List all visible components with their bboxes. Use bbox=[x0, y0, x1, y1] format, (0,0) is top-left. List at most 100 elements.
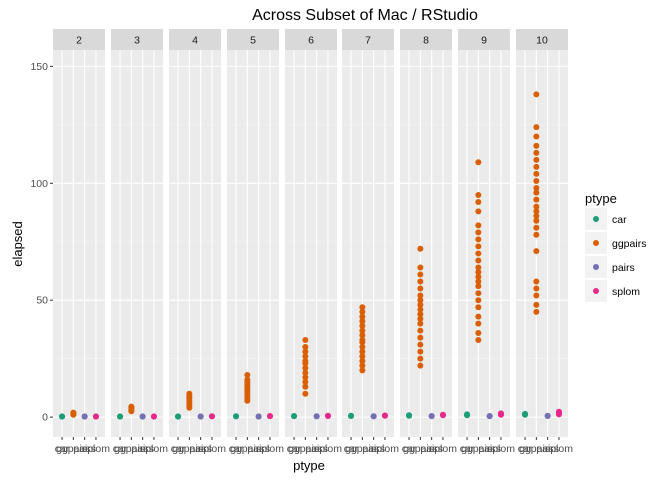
panel-background bbox=[400, 50, 452, 437]
facet-strip-label: 8 bbox=[423, 35, 429, 47]
data-point-ggpairs bbox=[475, 229, 482, 236]
facet-strip bbox=[342, 29, 394, 50]
x-tick-label: pairs bbox=[73, 443, 96, 455]
data-point-ggpairs bbox=[533, 133, 540, 140]
data-point-ggpairs bbox=[475, 320, 482, 327]
data-point-car bbox=[406, 412, 413, 419]
data-point-ggpairs bbox=[302, 369, 309, 376]
panel-background bbox=[342, 50, 394, 437]
data-point-ggpairs bbox=[302, 379, 309, 386]
legend-title: ptype bbox=[585, 191, 617, 206]
data-point-car bbox=[117, 413, 124, 420]
facet-strip bbox=[458, 29, 510, 50]
panel-background bbox=[53, 50, 105, 437]
data-point-car bbox=[291, 412, 298, 419]
data-point-ggpairs bbox=[302, 374, 309, 381]
data-point-ggpairs bbox=[533, 184, 540, 191]
data-point-ggpairs bbox=[70, 409, 77, 416]
x-tick-label: pairs bbox=[305, 443, 328, 455]
facet-strip bbox=[516, 29, 568, 50]
data-point-ggpairs bbox=[475, 269, 482, 276]
data-point-ggpairs bbox=[533, 213, 540, 220]
facet-strip-label: 3 bbox=[134, 35, 140, 47]
legend-label: car bbox=[612, 214, 627, 226]
x-tick-label: splom bbox=[314, 443, 342, 455]
data-point-ggpairs bbox=[302, 343, 309, 350]
data-point-car bbox=[233, 413, 240, 420]
facet-strip-label: 4 bbox=[192, 35, 198, 47]
data-point-ggpairs bbox=[359, 353, 366, 360]
data-point-ggpairs bbox=[302, 336, 309, 343]
data-point-ggpairs bbox=[475, 236, 482, 243]
data-point-ggpairs bbox=[359, 318, 366, 325]
data-point-ggpairs bbox=[417, 306, 424, 313]
data-point-splom bbox=[208, 413, 215, 420]
legend-marker bbox=[593, 288, 599, 294]
data-point-pairs bbox=[139, 413, 146, 420]
data-point-ggpairs bbox=[533, 156, 540, 163]
facet-strip bbox=[169, 29, 221, 50]
data-point-ggpairs bbox=[417, 271, 424, 278]
data-point-car bbox=[175, 413, 182, 420]
plot-title: Across Subset of Mac / RStudio bbox=[252, 7, 478, 24]
data-point-ggpairs bbox=[417, 362, 424, 369]
data-point-ggpairs bbox=[417, 355, 424, 362]
data-point-ggpairs bbox=[533, 208, 540, 215]
legend-item-car: car bbox=[585, 208, 627, 230]
data-point-pairs bbox=[313, 413, 320, 420]
x-tick-label: splom bbox=[545, 443, 573, 455]
facet-strip-label: 7 bbox=[365, 35, 371, 47]
data-point-ggpairs bbox=[533, 285, 540, 292]
x-tick-label: car bbox=[287, 443, 302, 455]
legend-label: pairs bbox=[612, 262, 635, 274]
data-point-ggpairs bbox=[475, 222, 482, 229]
data-point-ggpairs bbox=[302, 348, 309, 355]
x-tick-label: ggpairs bbox=[172, 443, 206, 455]
data-point-ggpairs bbox=[533, 124, 540, 131]
data-point-ggpairs bbox=[417, 334, 424, 341]
x-tick-label: splom bbox=[487, 443, 515, 455]
data-point-ggpairs bbox=[533, 231, 540, 238]
data-point-splom bbox=[381, 412, 388, 419]
y-tick-label: 0 bbox=[42, 412, 48, 424]
panel-background bbox=[227, 50, 279, 437]
x-tick-label: ggpairs bbox=[403, 443, 437, 455]
data-point-ggpairs bbox=[533, 308, 540, 315]
data-point-ggpairs bbox=[475, 250, 482, 257]
data-point-ggpairs bbox=[475, 191, 482, 198]
data-point-ggpairs bbox=[359, 327, 366, 334]
data-point-pairs bbox=[370, 413, 377, 420]
panel-background bbox=[516, 50, 568, 437]
x-tick-label: ggpairs bbox=[288, 443, 322, 455]
data-point-ggpairs bbox=[475, 313, 482, 320]
x-tick-label: pairs bbox=[362, 443, 385, 455]
x-tick-label: pairs bbox=[478, 443, 501, 455]
data-point-ggpairs bbox=[359, 322, 366, 329]
x-tick-label: splom bbox=[429, 443, 457, 455]
legend-label: ggpairs bbox=[612, 238, 646, 250]
data-point-splom bbox=[150, 413, 157, 420]
y-tick-label: 150 bbox=[30, 61, 48, 73]
data-point-ggpairs bbox=[417, 348, 424, 355]
data-point-ggpairs bbox=[302, 383, 309, 390]
data-point-ggpairs bbox=[417, 320, 424, 327]
y-axis-title: elapsed bbox=[10, 221, 25, 267]
data-point-ggpairs bbox=[302, 365, 309, 372]
data-point-ggpairs bbox=[475, 243, 482, 250]
x-tick-label: car bbox=[460, 443, 475, 455]
data-point-ggpairs bbox=[417, 297, 424, 304]
data-point-ggpairs bbox=[533, 278, 540, 285]
legend-item-pairs: pairs bbox=[585, 256, 635, 278]
data-point-ggpairs bbox=[302, 390, 309, 397]
data-point-ggpairs bbox=[244, 372, 251, 379]
x-tick-label: car bbox=[229, 443, 244, 455]
data-point-ggpairs bbox=[475, 273, 482, 280]
data-point-ggpairs bbox=[417, 264, 424, 271]
x-tick-label: ggpairs bbox=[56, 443, 90, 455]
facet-strip-label: 9 bbox=[481, 35, 487, 47]
